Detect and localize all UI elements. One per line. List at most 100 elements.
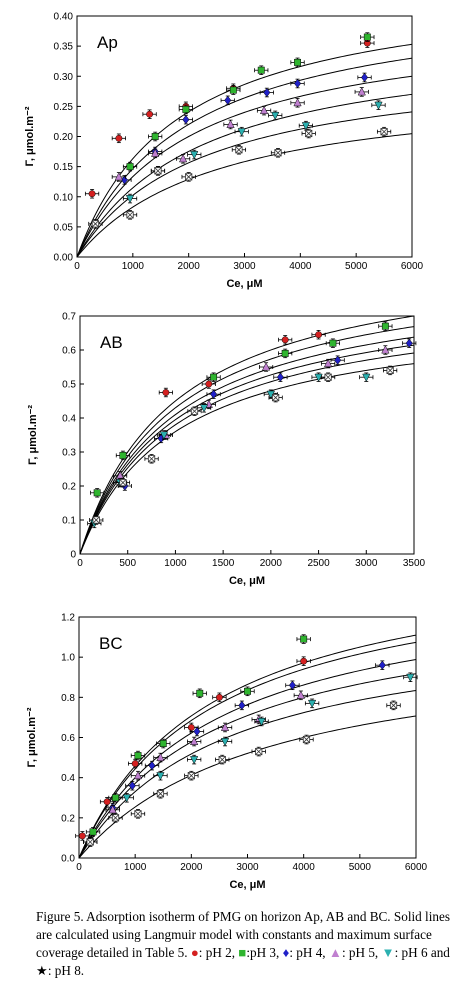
langmuir-curve [79,315,415,555]
data-point [217,722,233,733]
data-point [88,219,103,229]
marker-diamond [148,761,156,771]
x-tick-label: 0 [77,558,83,569]
marker-circle [103,798,111,806]
marker-triangle-down [301,122,311,131]
x-tick-label: 3000 [355,558,378,569]
marker-triangle [296,690,305,699]
marker-diamond [120,175,128,185]
series-ph-8 [88,126,392,229]
x-tick-label: 1000 [122,261,145,272]
marker-triangle-down [190,756,199,765]
x-tick-label: 5000 [345,261,368,272]
caption-text: Figure 5. Adsorption isotherm of PMG on … [36,909,450,960]
data-point [259,362,274,372]
data-point [111,172,126,182]
data-point [268,392,283,403]
marker-cross-line [154,167,162,175]
legend-item-ph2: ●: pH 2, [191,945,235,960]
data-point [89,515,104,525]
series-ph-8 [89,365,398,525]
data-point [386,700,401,711]
panel-label: BC [99,634,123,653]
x-tick-label: 500 [119,558,136,569]
marker-diamond [182,115,190,125]
marker-cross-line [112,814,119,822]
data-point [402,338,417,348]
data-point [156,430,172,440]
legend-symbol-ph2: ● [190,945,199,960]
marker-triangle [114,172,123,181]
x-axis-label: Ce, μM [226,278,262,290]
data-point [178,104,193,115]
y-tick-label: 0.00 [54,253,74,264]
data-point [83,837,98,847]
data-point [187,736,202,747]
marker-cross-line [185,173,193,181]
marker-square [294,58,301,66]
y-tick-label: 0.2 [62,482,76,493]
figure-charts: 0 1000 2000 3000 4000 5000 60000.000.050.100.1… [24,12,428,892]
marker-triangle-down [406,673,415,683]
legend-symbol-ph8: ★ [36,963,48,978]
marker-triangle-down [257,717,266,727]
legend-item-ph6: ▼: pH 6 and [382,945,450,960]
y-tick-label: 0.8 [61,693,75,704]
legend-label-ph3: :pH 3, [246,945,280,960]
marker-cross-line [148,455,156,463]
legend-label-ph4: : pH 4, [289,945,326,960]
x-tick-label: 6000 [405,862,428,873]
data-point [217,736,233,747]
data-point [378,321,393,331]
langmuir-curve [79,352,415,555]
marker-triangle-down [362,373,371,382]
marker-square [300,635,308,643]
marker-square [159,740,167,747]
data-point [115,450,131,461]
marker-cross-line [119,479,127,487]
marker-cross-line [274,149,282,157]
data-point [175,154,191,164]
marker-square [257,66,265,74]
marker-cross-line [218,756,226,764]
marker-diamond [294,78,302,89]
data-point [150,166,166,176]
y-tick-label: 0.5 [62,380,76,391]
data-point [304,698,320,709]
marker-cross-line [86,838,94,846]
marker-triangle-down [190,151,199,160]
data-point [153,770,168,781]
marker-circle [131,760,139,768]
langmuir-curve [78,715,417,859]
legend-symbol-ph4: ♦ [282,945,290,960]
marker-square [126,163,134,171]
marker-triangle-down [374,101,383,110]
chart-panel-ab: 0 500 1000 1500 2000 2500 3000 3500 0 0.1 0.2 0.3 0.… [27,312,426,588]
marker-circle [78,832,86,840]
data-point [299,734,314,745]
marker-diamond [288,680,296,690]
data-point [254,65,269,75]
legend-label-ph6: : pH 6 and [394,945,450,960]
y-tick-label: 0.4 [62,414,76,425]
plot-frame [79,315,415,555]
langmuir-curve [78,634,417,859]
legend-symbol-ph3: ■ [238,945,247,960]
marker-triangle [261,362,271,371]
x-tick-label: 1000 [124,862,147,873]
legend-item-ph3: ■:pH 3, [238,945,279,960]
langmuir-curve [79,336,415,555]
marker-square [151,133,159,140]
data-point [220,95,235,106]
langmuir-curve [78,641,417,859]
data-point [378,345,393,355]
marker-triangle [381,345,390,354]
marker-diamond [263,87,271,98]
marker-square [381,322,389,330]
marker-diamond [224,95,232,105]
langmuir-curve [79,326,415,555]
data-point [206,389,221,399]
langmuir-curve [76,133,413,258]
y-axis-label: Γ, μmol.m⁻² [26,707,38,767]
data-point [119,793,134,803]
